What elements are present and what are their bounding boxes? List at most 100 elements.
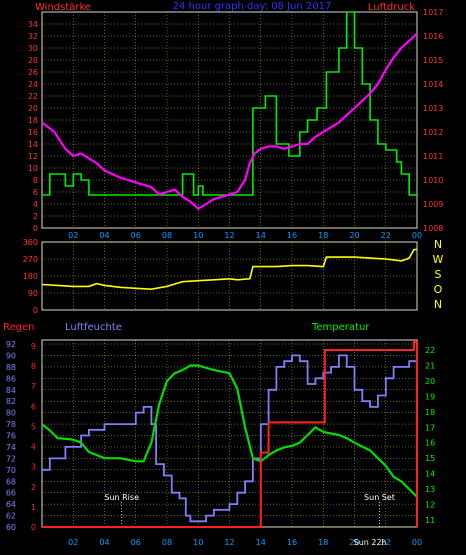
- humidity-tick-label: 78: [6, 420, 16, 429]
- humidity-tick-label: 62: [6, 512, 16, 521]
- rain-tick-label: 1: [31, 503, 36, 512]
- humidity-label: Luftfeuchte: [65, 322, 122, 333]
- direction-label: O: [434, 283, 443, 296]
- x-tick-label: 02: [68, 538, 78, 547]
- humidity-tick-label: 64: [6, 500, 16, 509]
- humidity-tick-label: 68: [6, 477, 16, 486]
- x-tick-label: 04: [99, 538, 109, 547]
- pressure-tick-label: 1009: [423, 200, 443, 209]
- wind-tick-label: 18: [28, 116, 38, 125]
- x-tick-label: 04: [99, 231, 109, 240]
- x-tick-label: 10: [193, 538, 203, 547]
- temperature-tick-label: 13: [425, 485, 435, 494]
- humidity-tick-label: 82: [6, 397, 16, 406]
- humidity-tick-label: 60: [6, 523, 16, 532]
- rain-tick-label: 4: [31, 443, 36, 452]
- rain-tick-label: 6: [31, 402, 36, 411]
- rain-tick-label: 2: [31, 483, 36, 492]
- winddir-tick-label: 360: [23, 238, 38, 247]
- header-left-label: Windstärke: [35, 2, 91, 13]
- direction-label: N: [434, 238, 442, 251]
- rain-label: Regen: [3, 322, 35, 333]
- temperature-tick-label: 14: [425, 470, 435, 479]
- wind-tick-label: 6: [33, 188, 38, 197]
- wind-tick-label: 22: [28, 92, 38, 101]
- x-tick-label: 16: [287, 538, 297, 547]
- rain-tick-label: 5: [31, 422, 36, 431]
- wind-tick-label: 34: [28, 20, 38, 29]
- temperature-tick-label: 19: [425, 392, 435, 401]
- pressure-tick-label: 1014: [423, 80, 443, 89]
- winddir-tick-label: 180: [23, 272, 38, 281]
- winddir-series-line: [41, 248, 417, 291]
- x-tick-label: 18: [318, 231, 328, 240]
- sun-annotation-label: Sun Rise: [104, 493, 139, 502]
- pressure-series-line: [41, 32, 418, 210]
- direction-label: N: [434, 298, 442, 311]
- wind-tick-label: 14: [28, 140, 38, 149]
- temperature-tick-label: 20: [425, 377, 435, 386]
- x-tick-label: 20: [349, 231, 359, 240]
- temperature-tick-label: 22: [425, 346, 435, 355]
- humidity-tick-label: 86: [6, 374, 16, 383]
- pressure-tick-label: 1016: [423, 32, 443, 41]
- humidity-series-line: [42, 354, 418, 523]
- x-tick-label: 16: [287, 231, 297, 240]
- wind-tick-label: 4: [33, 200, 38, 209]
- pressure-tick-label: 1013: [423, 104, 443, 113]
- humidity-tick-label: 84: [6, 386, 16, 395]
- direction-label: S: [435, 268, 442, 281]
- sun-annotation-label: Sun 22h: [354, 538, 387, 547]
- wind-tick-label: 10: [28, 164, 38, 173]
- x-tick-label: 00: [412, 538, 422, 547]
- winddir-tick-label: 90: [28, 289, 38, 298]
- sun-annotation-label: Sun Set: [364, 493, 395, 502]
- temperature-tick-label: 16: [425, 439, 435, 448]
- rain-tick-label: 7: [31, 382, 36, 391]
- temperature-tick-label: 11: [425, 516, 435, 525]
- x-tick-label: 06: [131, 231, 141, 240]
- wind-tick-label: 32: [28, 32, 38, 41]
- humidity-tick-label: 80: [6, 409, 16, 418]
- rain-series-line: [42, 341, 418, 528]
- header-right-label: Luftdruck: [368, 2, 415, 13]
- x-tick-label: 00: [412, 231, 422, 240]
- x-tick-label: 18: [318, 538, 328, 547]
- wind-tick-label: 24: [28, 80, 38, 89]
- humidity-tick-label: 92: [6, 340, 16, 349]
- humidity-tick-label: 66: [6, 489, 16, 498]
- x-tick-label: 12: [224, 231, 234, 240]
- humidity-tick-label: 88: [6, 363, 16, 372]
- wind-tick-label: 2: [33, 212, 38, 221]
- humidity-tick-label: 70: [6, 466, 16, 475]
- x-tick-label: 12: [224, 538, 234, 547]
- pressure-tick-label: 1015: [423, 56, 443, 65]
- pressure-tick-label: 1010: [423, 176, 443, 185]
- x-tick-label: 08: [162, 538, 172, 547]
- x-tick-label: 20: [349, 538, 359, 547]
- temperature-tick-label: 17: [425, 423, 435, 432]
- pressure-tick-label: 1017: [423, 8, 443, 17]
- wind-tick-label: 30: [28, 44, 38, 53]
- temperature-tick-label: 18: [425, 408, 435, 417]
- x-tick-label: 02: [68, 231, 78, 240]
- humidity-tick-label: 72: [6, 454, 16, 463]
- humidity-tick-label: 76: [6, 432, 16, 441]
- temperature-series-line: [41, 364, 418, 498]
- temperature-tick-label: 15: [425, 454, 435, 463]
- wind-tick-label: 28: [28, 56, 38, 65]
- temperature-tick-label: 12: [425, 501, 435, 510]
- rain-tick-label: 0: [31, 523, 36, 532]
- humidity-tick-label: 74: [6, 443, 16, 452]
- wind-tick-label: 12: [28, 152, 38, 161]
- temperature-label: Temperatur: [311, 322, 370, 333]
- pressure-tick-label: 1011: [423, 152, 443, 161]
- x-tick-label: 06: [131, 538, 141, 547]
- x-tick-label: 10: [193, 231, 203, 240]
- pressure-tick-label: 1008: [423, 224, 443, 233]
- humidity-tick-label: 90: [6, 351, 16, 360]
- wind-series-line: [42, 11, 417, 196]
- temperature-tick-label: 21: [425, 361, 435, 370]
